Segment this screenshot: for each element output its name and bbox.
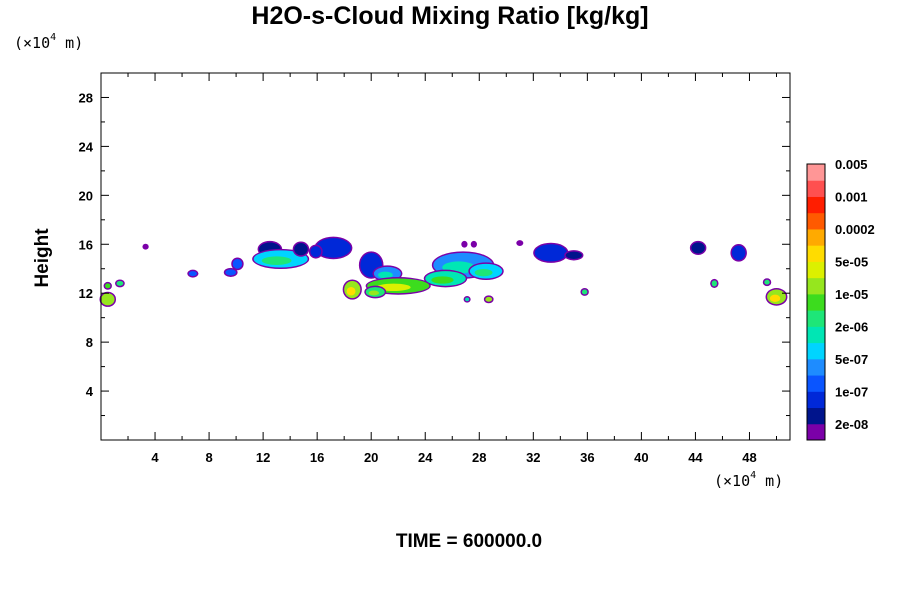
cloud-core-7 bbox=[377, 271, 393, 279]
colorbar-swatch-1 bbox=[807, 407, 825, 425]
colorbar-swatch-15 bbox=[807, 180, 825, 197]
colorbar-swatch-14 bbox=[807, 196, 825, 214]
colorbar-swatch-11 bbox=[807, 245, 825, 262]
colorbar-swatch-10 bbox=[807, 261, 825, 279]
cloud-blob-18 bbox=[188, 271, 197, 277]
y-unit-exponent: 4 bbox=[50, 32, 57, 43]
cloud-blob-5 bbox=[310, 246, 322, 258]
x-tick-label-1: 8 bbox=[205, 450, 212, 465]
cloud-blob-28 bbox=[465, 297, 470, 302]
y-axis-unit: (×104 m) bbox=[14, 32, 84, 52]
y-tick-label-2: 12 bbox=[79, 286, 93, 301]
colorbar-frame bbox=[806, 163, 826, 441]
x-tick-label-5: 24 bbox=[418, 450, 433, 465]
colorbar-label-0: 2e-08 bbox=[835, 417, 868, 432]
x-unit-exponent: 4 bbox=[750, 470, 757, 481]
colorbar-swatch-5 bbox=[807, 342, 825, 360]
colorbar-swatch-2 bbox=[807, 391, 825, 409]
colorbar-label-3: 2e-06 bbox=[835, 319, 868, 334]
y-tick-label-4: 20 bbox=[79, 188, 93, 203]
x-tick-label-11: 48 bbox=[742, 450, 756, 465]
colorbar-label-4: 1e-05 bbox=[835, 287, 868, 302]
colorbar-swatch-3 bbox=[807, 375, 825, 392]
colorbar-swatch-4 bbox=[807, 358, 825, 376]
x-tick-label-2: 12 bbox=[256, 450, 270, 465]
x-axis-unit: (×104 m) bbox=[714, 470, 784, 490]
x-tick-label-6: 28 bbox=[472, 450, 486, 465]
cloud-blob-31 bbox=[472, 242, 476, 247]
cloud-blob-20 bbox=[101, 293, 115, 306]
cloud-blob-15 bbox=[565, 251, 582, 259]
cloud-blob-3 bbox=[232, 258, 243, 269]
cloud-blob-25 bbox=[711, 280, 718, 287]
colorbar-label-7: 0.001 bbox=[835, 189, 868, 204]
cloud-blob-26 bbox=[581, 289, 588, 295]
y-unit-base: (×10 bbox=[14, 34, 51, 52]
colorbar-swatch-16 bbox=[807, 164, 825, 181]
x-tick-label-4: 20 bbox=[364, 450, 378, 465]
colorbar-label-5: 5e-05 bbox=[835, 254, 868, 269]
cloud-core-10 bbox=[431, 276, 454, 284]
x-tick-label-0: 4 bbox=[151, 450, 159, 465]
cloud-core-1 bbox=[261, 256, 292, 265]
time-label: TIME = 600000.0 bbox=[395, 531, 543, 552]
colorbar-swatch-12 bbox=[807, 228, 825, 246]
colorbar-label-2: 5e-07 bbox=[835, 352, 868, 367]
cloud-blob-29 bbox=[143, 245, 148, 249]
y-tick-label-3: 16 bbox=[79, 237, 93, 252]
x-tick-label-8: 36 bbox=[580, 450, 594, 465]
x-tick-label-10: 44 bbox=[688, 450, 703, 465]
cloud-core-23 bbox=[769, 294, 781, 303]
y-unit-close: m) bbox=[56, 34, 84, 52]
colorbar-label-1: 1e-07 bbox=[835, 384, 868, 399]
colorbar-swatch-9 bbox=[807, 277, 825, 295]
colorbar-swatch-8 bbox=[807, 293, 825, 311]
x-tick-label-3: 16 bbox=[310, 450, 324, 465]
x-unit-close: m) bbox=[756, 472, 784, 490]
y-tick-label-6: 28 bbox=[79, 90, 93, 105]
colorbar-swatch-13 bbox=[807, 212, 825, 230]
cloud-blob-16 bbox=[691, 242, 705, 254]
chart-title: H2O-s-Cloud Mixing Ratio [kg/kg] bbox=[251, 2, 649, 30]
cloud-layer bbox=[99, 236, 788, 307]
cloud-blob-2 bbox=[294, 243, 308, 256]
cloud-blob-27 bbox=[485, 296, 493, 302]
colorbar-swatch-7 bbox=[807, 310, 825, 327]
cloud-blob-22 bbox=[116, 280, 124, 286]
colorbar-swatch-6 bbox=[807, 326, 825, 344]
cloud-blob-32 bbox=[517, 241, 522, 245]
cloud-blob-19 bbox=[225, 269, 237, 276]
x-unit-base: (×10 bbox=[714, 472, 751, 490]
plot-frame bbox=[100, 72, 791, 441]
cloud-blob-30 bbox=[462, 242, 467, 247]
cloud-core-9 bbox=[474, 268, 493, 277]
y-tick-label-0: 4 bbox=[86, 384, 94, 399]
cloud-core-12 bbox=[346, 286, 356, 296]
x-tick-label-7: 32 bbox=[526, 450, 540, 465]
colorbar-label-6: 0.0002 bbox=[835, 222, 875, 237]
y-tick-label-1: 8 bbox=[86, 335, 93, 350]
cloud-core-13 bbox=[368, 290, 380, 296]
cloud-blob-21 bbox=[105, 283, 111, 289]
colorbar-label-8: 0.005 bbox=[835, 157, 868, 172]
cloud-blob-4 bbox=[315, 238, 351, 258]
y-tick-label-5: 24 bbox=[79, 139, 94, 154]
cloud-blob-14 bbox=[534, 244, 568, 262]
colorbar: 2e-08 1e-07 5e-07 2e-06 1e-05 5e-05 0.0002 0.00… bbox=[806, 157, 875, 441]
x-tick-label-9: 40 bbox=[634, 450, 648, 465]
colorbar-swatch-0 bbox=[807, 423, 825, 441]
cloud-blob-17 bbox=[731, 245, 746, 261]
cloud-blob-24 bbox=[764, 279, 770, 285]
